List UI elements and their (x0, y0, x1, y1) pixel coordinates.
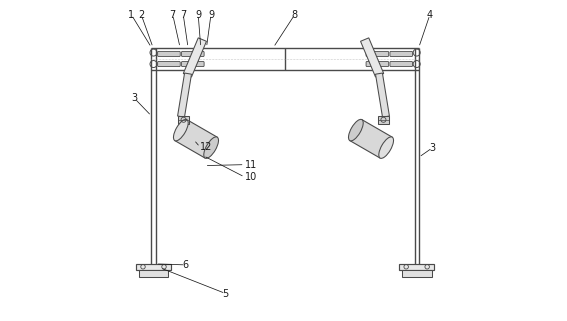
FancyBboxPatch shape (158, 62, 180, 66)
Text: 7: 7 (170, 10, 176, 20)
Text: 9: 9 (208, 10, 214, 20)
FancyBboxPatch shape (158, 51, 180, 56)
FancyBboxPatch shape (366, 51, 388, 56)
Polygon shape (399, 264, 434, 270)
Polygon shape (175, 120, 217, 158)
Polygon shape (378, 116, 389, 124)
Polygon shape (402, 270, 431, 276)
FancyBboxPatch shape (390, 62, 413, 66)
Polygon shape (350, 120, 392, 158)
Text: 3: 3 (429, 143, 435, 153)
Text: 3: 3 (132, 93, 138, 103)
Polygon shape (178, 116, 189, 124)
Polygon shape (183, 38, 206, 77)
Text: 12: 12 (200, 142, 213, 152)
Text: 9: 9 (195, 10, 201, 20)
Ellipse shape (349, 119, 363, 141)
Text: 8: 8 (291, 10, 298, 20)
Polygon shape (138, 270, 168, 276)
Text: 1: 1 (128, 10, 134, 20)
Polygon shape (361, 38, 384, 77)
Text: 2: 2 (138, 10, 145, 20)
Text: 6: 6 (183, 260, 189, 270)
Text: 4: 4 (427, 10, 433, 20)
Text: 11: 11 (245, 160, 257, 169)
Ellipse shape (204, 137, 218, 158)
FancyBboxPatch shape (390, 51, 413, 56)
Polygon shape (136, 264, 171, 270)
FancyBboxPatch shape (181, 62, 204, 66)
FancyBboxPatch shape (181, 51, 204, 56)
FancyBboxPatch shape (366, 62, 388, 66)
Polygon shape (177, 73, 192, 117)
Polygon shape (375, 73, 390, 117)
Ellipse shape (379, 137, 393, 158)
Ellipse shape (174, 119, 188, 141)
Text: 5: 5 (222, 289, 229, 299)
Text: 7: 7 (180, 10, 187, 20)
Text: 10: 10 (245, 172, 257, 182)
